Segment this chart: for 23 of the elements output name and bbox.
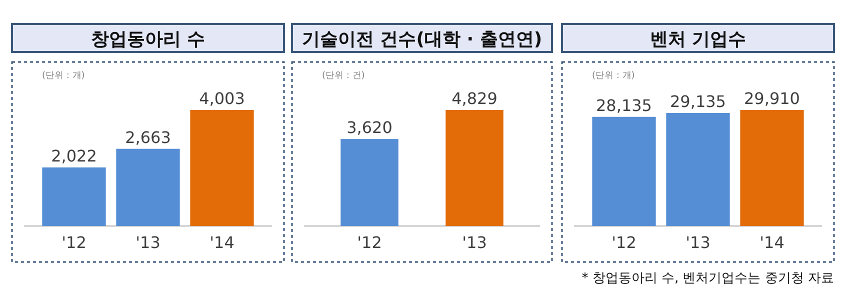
chart-title: 벤처 기업수: [650, 29, 746, 50]
data-label: 4,829: [452, 89, 498, 108]
text: (단위 : 개): [592, 71, 635, 81]
x-tick-label: '12: [62, 233, 86, 252]
data-label: 29,910: [744, 89, 800, 108]
x-tick-label: '13: [686, 233, 710, 252]
data-label: 29,135: [670, 92, 726, 112]
x-tick-label: '12: [357, 233, 382, 252]
chart-title: 창업동아리 수: [90, 29, 206, 50]
data-label: 2,022: [51, 146, 97, 166]
x-tick-label: '13: [462, 233, 487, 252]
text: (단위 : 개): [42, 71, 85, 81]
x-tick-label: '12: [612, 233, 636, 252]
data-label: 3,620: [346, 118, 392, 138]
x-tick-label: '14: [210, 233, 234, 252]
data-label: 2,663: [125, 128, 171, 147]
text: * 창업동아리 수, 벤처기업수는 중기청 자료: [582, 271, 834, 286]
data-label: 28,135: [596, 96, 652, 115]
data-label: 4,003: [199, 89, 245, 108]
chart-title: 기술이전 건수(대학 · 출연연): [302, 29, 542, 50]
x-tick-label: '14: [760, 233, 784, 252]
text: (단위 : 건): [322, 71, 365, 81]
x-tick-label: '13: [136, 233, 160, 252]
